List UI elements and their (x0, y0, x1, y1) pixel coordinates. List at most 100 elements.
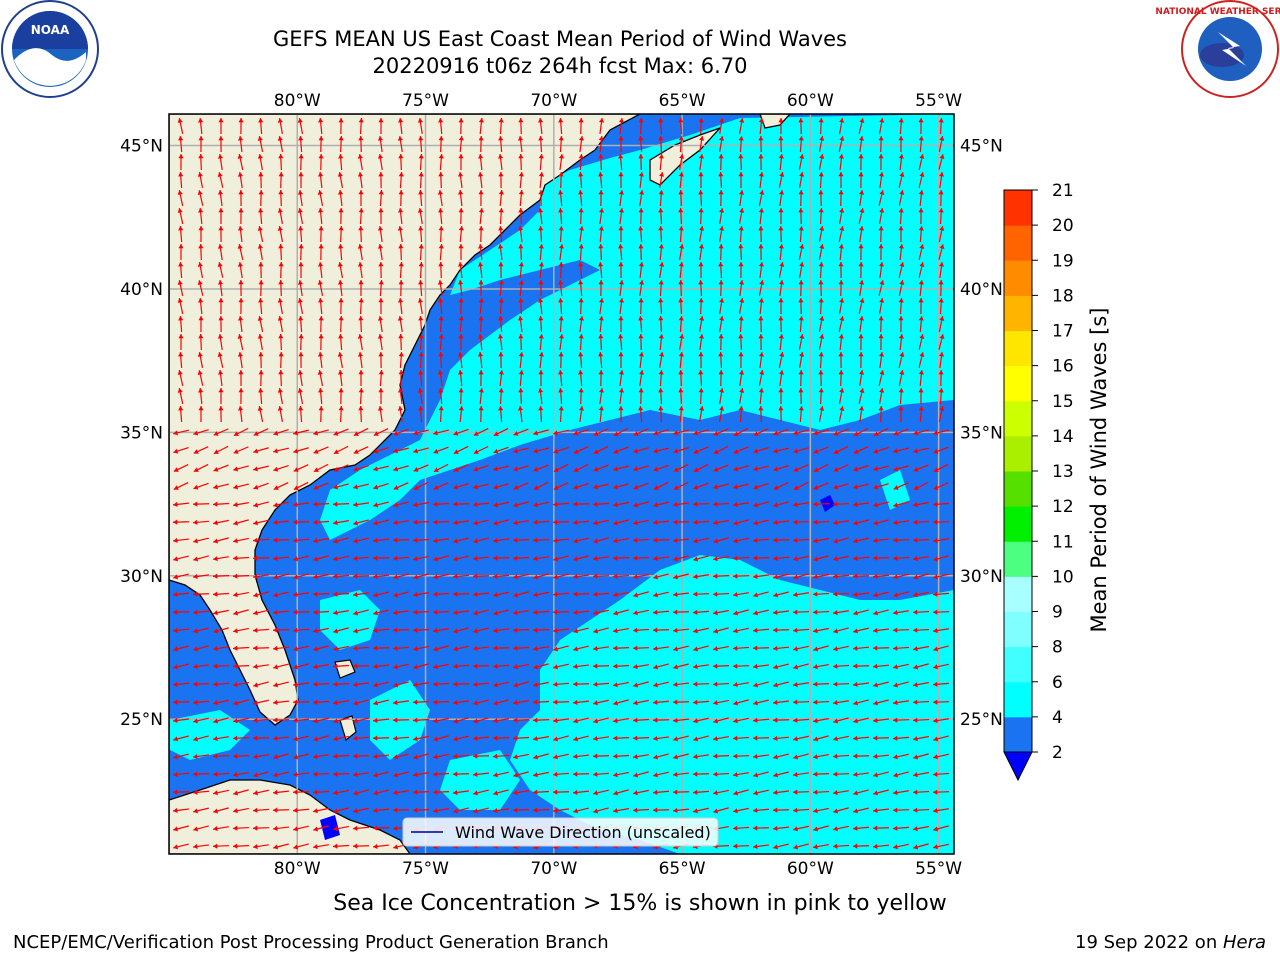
colorbar-bin (1004, 260, 1032, 296)
wind-arrow (638, 405, 644, 423)
wind-arrow (398, 261, 404, 279)
wind-arrow (818, 261, 824, 279)
wind-arrow (257, 316, 264, 332)
wind-arrow (277, 226, 284, 242)
wind-arrow (518, 369, 524, 387)
wind-arrow (473, 537, 489, 544)
wind-arrow (193, 825, 209, 832)
wind-arrow (858, 225, 865, 243)
wind-arrow (893, 428, 909, 436)
wind-arrow (538, 333, 544, 351)
wind-arrow (378, 297, 384, 315)
wind-arrow (912, 537, 930, 543)
wind-arrow (873, 591, 889, 598)
wind-arrow (298, 171, 304, 189)
wind-arrow (257, 244, 263, 260)
noaa-logo-text: NOAA (31, 23, 70, 37)
wind-arrow (818, 244, 825, 260)
wind-arrow (253, 482, 269, 490)
wind-arrow (418, 243, 424, 261)
wind-arrow (293, 825, 309, 832)
wind-arrow (278, 369, 284, 387)
wind-arrow (513, 591, 529, 598)
wind-arrow (738, 153, 744, 171)
wind-arrow (652, 717, 670, 723)
colorbar-bin (1004, 190, 1032, 226)
wind-arrow (852, 555, 870, 561)
wind-arrow (913, 645, 929, 652)
wind-arrow (397, 316, 403, 332)
wind-arrow (253, 609, 269, 616)
longitude-tick-label: 75°W (402, 859, 449, 879)
wind-arrow (738, 405, 744, 423)
wind-arrow (253, 591, 269, 598)
wind-arrow (437, 279, 444, 297)
wind-arrow (277, 388, 284, 404)
wind-arrow (332, 843, 350, 849)
wind-arrow (233, 519, 249, 526)
wind-arrow (832, 591, 850, 597)
wind-arrow (213, 736, 229, 742)
wind-arrow (372, 807, 390, 813)
wind-arrow (652, 699, 670, 705)
wind-arrow (233, 465, 249, 472)
latitude-tick-label: 30°N (960, 567, 1003, 587)
wind-arrow (813, 537, 829, 544)
wind-arrow (733, 519, 749, 526)
wind-arrow (652, 555, 670, 562)
wind-arrow (812, 699, 830, 705)
wind-arrow (553, 645, 569, 652)
wind-arrow (872, 645, 890, 651)
wind-arrow (658, 315, 664, 333)
wind-arrow (858, 135, 865, 153)
wind-arrow (472, 573, 490, 579)
wind-arrow (258, 261, 264, 279)
wind-arrow (878, 171, 885, 189)
wind-arrow (638, 225, 644, 243)
wind-arrow (338, 117, 344, 135)
wind-arrow (892, 735, 910, 741)
wind-arrow (173, 463, 189, 473)
wind-arrow (892, 555, 910, 561)
wind-arrow (698, 153, 705, 171)
wind-arrow (172, 717, 190, 724)
wind-arrow (798, 369, 804, 387)
wind-arrow (533, 556, 549, 562)
wind-arrow (838, 226, 845, 242)
wind-arrow (938, 117, 944, 135)
wind-arrow (533, 447, 549, 454)
wind-arrow (913, 825, 929, 832)
wind-arrow (212, 681, 230, 687)
wind-arrow (298, 351, 304, 369)
wind-arrow (253, 789, 269, 796)
wind-arrow (719, 136, 725, 152)
wind-arrow (832, 681, 850, 687)
wind-arrow (638, 387, 644, 405)
latitude-tick-label: 30°N (120, 567, 163, 587)
wind-arrow (313, 574, 329, 580)
wind-arrow (933, 538, 949, 544)
wind-arrow (213, 445, 229, 455)
wind-arrow (618, 135, 624, 153)
wind-arrow (878, 370, 885, 386)
wind-arrow (898, 172, 905, 188)
wind-arrow (498, 351, 504, 369)
wind-arrow (873, 501, 889, 508)
wind-arrow (793, 645, 809, 652)
wind-arrow (197, 370, 204, 386)
wind-arrow (658, 333, 664, 351)
wind-arrow (432, 609, 450, 615)
wind-arrow (712, 573, 730, 579)
wind-arrow (773, 428, 789, 436)
wind-arrow (938, 171, 945, 189)
wind-arrow (533, 753, 549, 760)
wind-arrow (653, 501, 669, 508)
wind-arrow (558, 387, 564, 405)
wind-arrow (272, 609, 290, 615)
wind-arrow (758, 351, 765, 369)
wind-arrow (758, 405, 764, 423)
wind-arrow (478, 117, 484, 135)
wind-arrow (733, 465, 749, 472)
wind-arrow (453, 717, 469, 724)
wind-arrow (752, 825, 770, 831)
